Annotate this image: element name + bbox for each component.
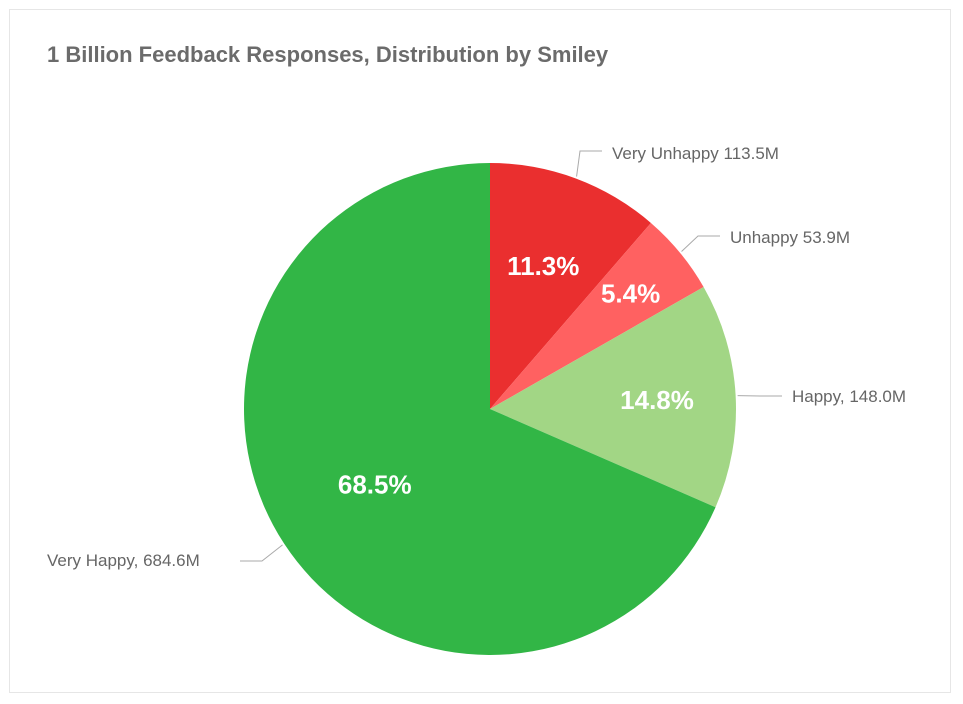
slice-callout-label: Very Unhappy 113.5M <box>612 144 779 163</box>
chart-title: 1 Billion Feedback Responses, Distributi… <box>47 42 609 67</box>
slice-callout-label: Unhappy 53.9M <box>730 228 850 247</box>
slice-percent-label: 68.5% <box>338 469 412 499</box>
pie-slice-3 <box>490 286 736 508</box>
slice-callout-label: Happy, 148.0M <box>792 387 906 406</box>
callout-leader-line <box>681 235 720 252</box>
slice-percent-label: 5.4% <box>601 278 660 308</box>
pie-slice-4 <box>243 163 716 655</box>
callout-leader-line <box>240 544 283 562</box>
slice-callout-label: Very Happy, 684.6M <box>47 551 200 570</box>
slice-percent-label: 14.8% <box>620 385 694 415</box>
slice-percent-label: 11.3% <box>507 251 579 281</box>
pie-slice-1 <box>490 163 651 409</box>
pie-slice-2 <box>490 222 704 409</box>
callout-leader-line <box>576 150 602 177</box>
